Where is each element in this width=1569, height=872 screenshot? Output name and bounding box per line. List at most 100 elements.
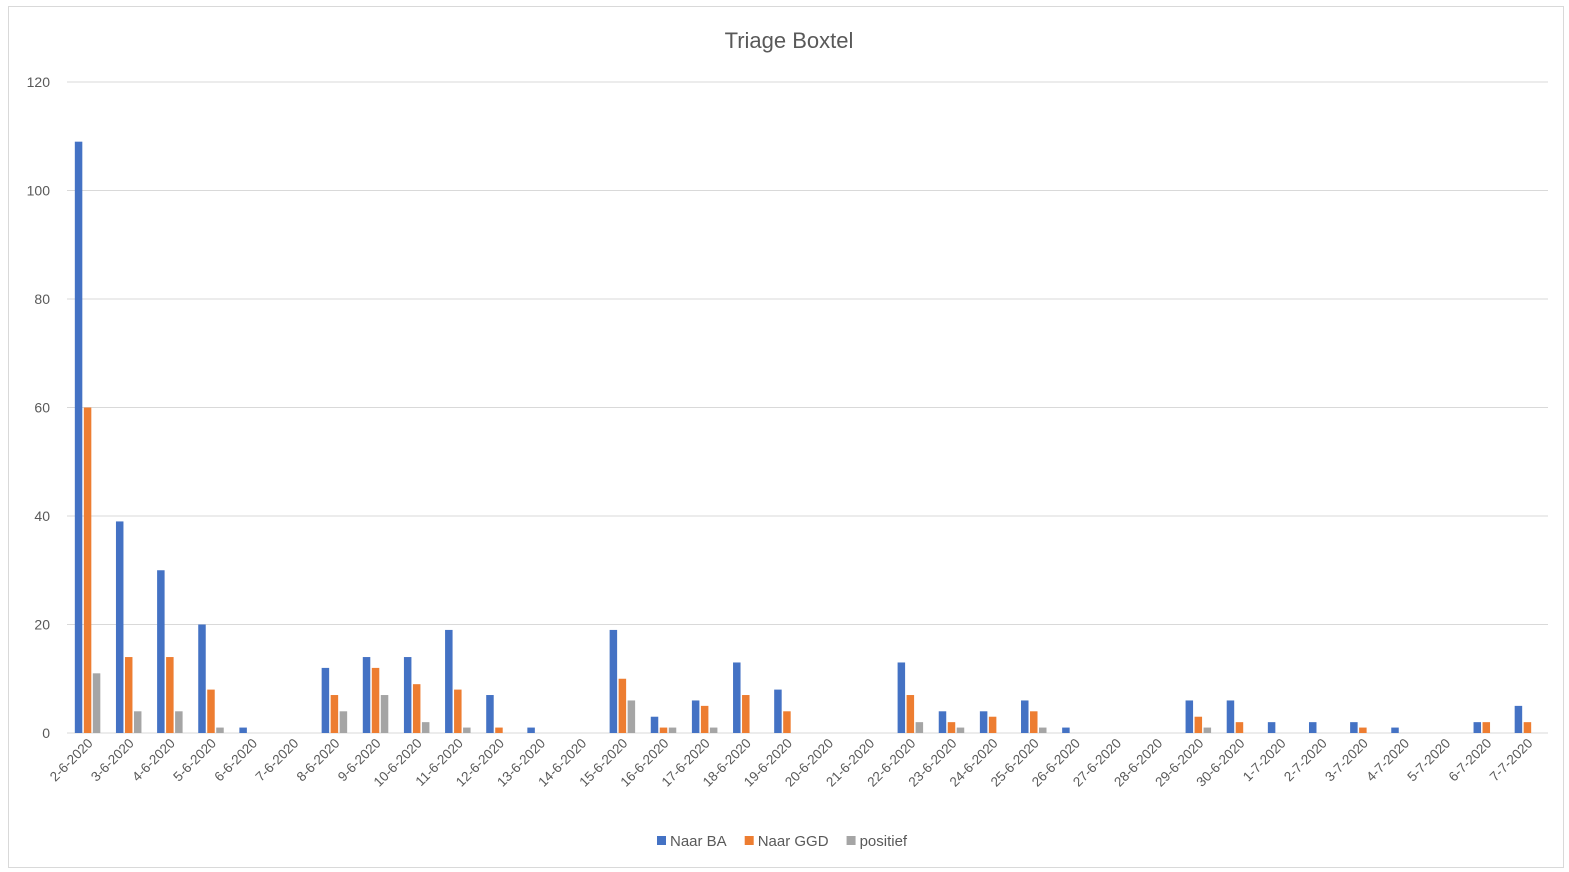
bar-naar-ggd [1030,711,1038,733]
bar-naar-ba [1226,700,1235,733]
bar-naar-ba [733,662,741,733]
bar-naar-ba [1350,722,1358,733]
bar-naar-ba [1062,727,1070,733]
legend-label: Naar GGD [758,833,829,850]
legend-swatch [846,836,856,845]
bar-naar-ggd [947,722,956,733]
bar-positief [1203,727,1212,733]
bar-positief [216,727,224,733]
bar-naar-ba [979,711,988,733]
legend-swatch [657,836,666,845]
bar-naar-ba [527,727,535,733]
x-tick-label: 4-7-2020 [1363,736,1412,785]
bar-naar-ggd [330,695,339,733]
bar-naar-ba [486,695,494,733]
bar-naar-ba [1267,722,1276,733]
bar-naar-ggd [618,678,627,733]
bar-naar-ggd [1359,727,1367,733]
bar-naar-ggd [371,667,380,733]
bar-naar-ggd [495,727,503,733]
y-axis-ticks: 0 20 40 60 80 100 120 [27,74,51,741]
bar-positief [668,727,677,733]
legend-swatch [744,836,754,845]
chart-title: Triage Boxtel [725,28,854,53]
legend-label: positief [860,833,908,850]
bar-naar-ba [157,570,165,733]
bar-naar-ba [1185,700,1194,733]
x-tick-label: 6-7-2020 [1446,736,1495,785]
bar-naar-ba [74,141,83,734]
bar-naar-ba [321,667,330,733]
bar-naar-ba [774,689,782,733]
bar-naar-ggd [700,705,709,733]
bar-positief [133,711,142,733]
bar-naar-ba [445,629,453,733]
bar-positief [92,673,101,733]
bar-naar-ba [403,657,412,733]
x-tick-label: 7-7-2020 [1487,736,1536,785]
y-tick-label: 40 [34,508,50,524]
bar-naar-ggd [988,716,997,733]
bar-naar-ggd [906,695,915,733]
bar-naar-ggd [83,407,92,733]
x-tick-label: 5-7-2020 [1404,736,1453,785]
bar-naar-ggd [412,684,421,733]
bar-naar-ggd [1235,722,1244,733]
y-tick-label: 20 [34,617,50,633]
bar-naar-ggd [454,689,462,733]
bar-positief [956,727,965,733]
x-tick-label: 8-6-2020 [294,736,343,785]
bar-naar-ggd [742,695,750,733]
y-tick-label: 120 [27,74,51,90]
bar-naar-ba [691,700,700,733]
bar-positief [463,727,471,733]
bar-naar-ba [650,716,659,733]
y-tick-label: 80 [34,291,50,307]
x-tick-label: 4-6-2020 [129,736,178,785]
bar-naar-ggd [783,711,791,733]
bar-naar-ggd [207,689,215,733]
bar-naar-ba [1473,722,1482,733]
bar-naar-ggd [1523,722,1532,733]
x-tick-label: 2-6-2020 [47,736,96,785]
y-tick-label: 60 [34,400,50,416]
bar-naar-ba [1308,722,1317,733]
x-tick-label: 3-7-2020 [1322,736,1371,785]
bar-naar-ggd [124,657,133,733]
x-tick-label: 3-6-2020 [88,736,137,785]
legend-label: Naar BA [670,833,727,850]
gridlines [67,81,1548,734]
bar-positief [627,700,636,733]
bar-positief [175,711,183,733]
bar-naar-ba [239,727,247,733]
x-tick-label: 7-6-2020 [253,736,302,785]
bar-naar-ba [1391,727,1399,733]
bar-positief [380,695,389,733]
bar-naar-ggd [659,727,668,733]
bar-naar-ba [938,711,947,733]
bar-positief [709,727,718,733]
legend: Naar BA Naar GGD positief [657,833,908,850]
bar-naar-ggd [1194,716,1203,733]
y-tick-label: 0 [42,725,50,741]
x-tick-label: 5-6-2020 [170,736,219,785]
x-tick-label: 1-7-2020 [1240,736,1289,785]
bar-naar-ba [1021,700,1029,733]
bar-naar-ba [362,657,371,733]
bar-positief [339,711,348,733]
bar-naar-ggd [166,657,174,733]
bars [74,141,1532,734]
x-tick-label: 2-7-2020 [1281,736,1330,785]
bar-naar-ba [609,629,618,733]
bar-positief [421,722,430,733]
bar-naar-ba [115,521,124,733]
bar-naar-ba [198,624,206,733]
x-axis-ticks: 2-6-20203-6-20204-6-20205-6-20206-6-2020… [47,736,1536,790]
bar-naar-ggd [1482,722,1491,733]
bar-naar-ba [1514,705,1523,733]
y-tick-label: 100 [27,183,51,199]
bar-positief [915,722,924,733]
bar-naar-ba [897,662,906,733]
x-tick-label: 6-6-2020 [211,736,260,785]
